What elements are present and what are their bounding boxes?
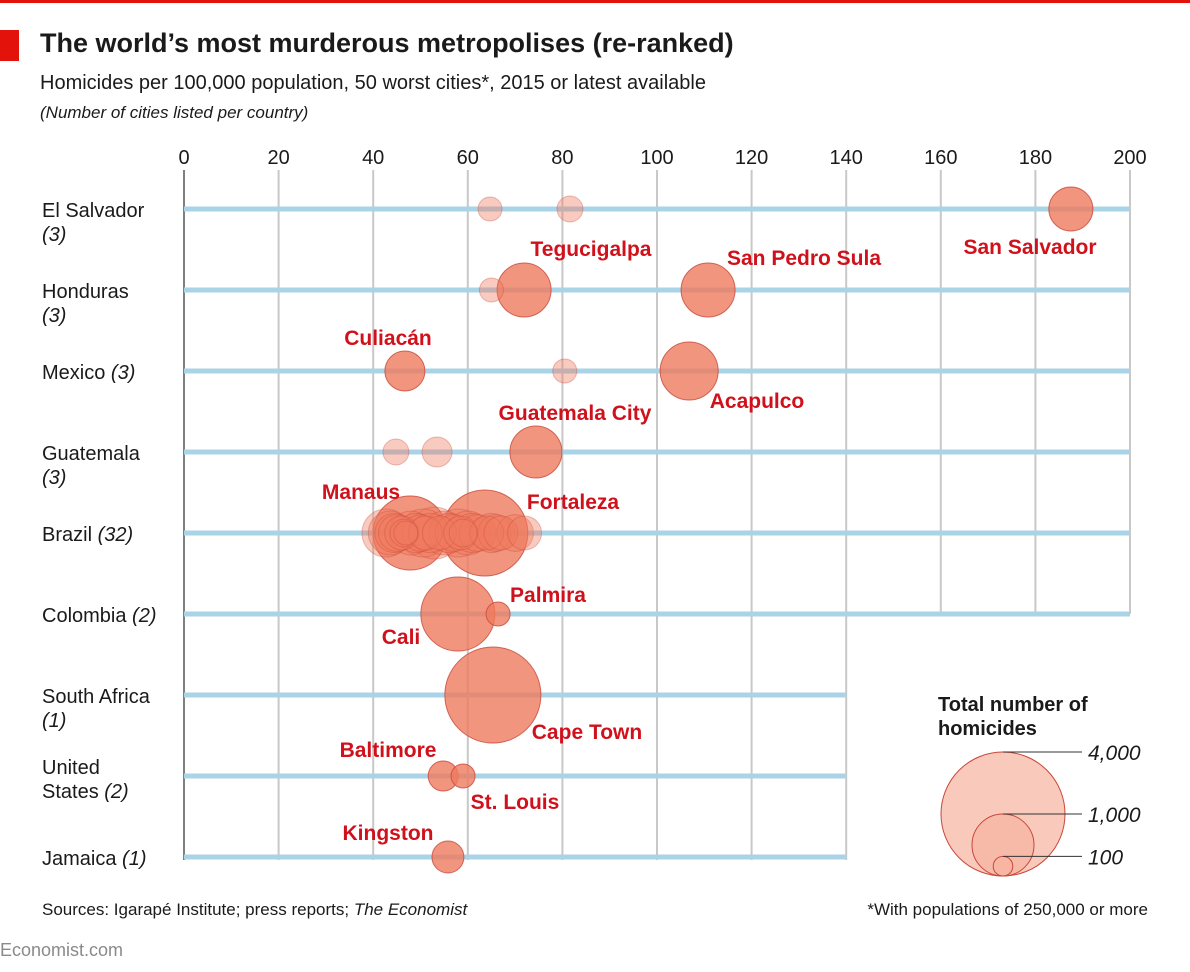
city-bubble [395, 512, 436, 554]
city-label: San Salvador [963, 236, 1096, 259]
city-bubble [384, 515, 420, 551]
footnote: *With populations of 250,000 or more [867, 900, 1148, 919]
city-bubble [398, 508, 448, 558]
city-label: Tegucigalpa [531, 238, 652, 261]
x-tick-label: 160 [924, 147, 957, 169]
city-bubble [407, 515, 443, 551]
city-label: Kingston [343, 822, 434, 845]
city-bubble [408, 506, 462, 560]
row-label-brazil: Brazil (32) [42, 524, 133, 546]
city-bubble [471, 512, 512, 554]
city-label: Guatemala City [499, 402, 652, 425]
x-tick-label: 180 [1019, 147, 1052, 169]
legend-title: Total number of homicides [938, 694, 1088, 740]
city-bubble [393, 520, 419, 546]
city-bubble [388, 510, 434, 556]
row-label-mexico: Mexico (3) [42, 362, 135, 384]
city-bubble [420, 576, 496, 652]
city-bubble [382, 438, 410, 466]
city-bubble [496, 262, 552, 318]
city-bubble [483, 515, 519, 551]
brand-logo: Economist.com [0, 940, 124, 960]
city-bubble [478, 277, 504, 303]
x-tick-label: 80 [551, 147, 573, 169]
chart-title: The world’s most murderous metropolises … [40, 28, 734, 58]
city-label: Culiacán [344, 327, 432, 350]
x-tick-label: 60 [457, 147, 479, 169]
sources-text: Sources: Igarapé Institute; press report… [42, 900, 354, 919]
x-tick-label: 40 [362, 147, 384, 169]
city-bubble [452, 512, 493, 554]
legend-label: 4,000 [1088, 742, 1141, 765]
city-bubble [389, 518, 419, 548]
chart-note: (Number of cities listed per country) [40, 103, 309, 122]
row-label-colombia: Colombia (2) [42, 605, 157, 627]
city-bubble [509, 425, 563, 479]
chart-subtitle: Homicides per 100,000 population, 50 wor… [40, 72, 706, 94]
row-label-honduras: Honduras (3) [42, 281, 129, 327]
city-bubble [477, 196, 503, 222]
row-label-south-africa: South Africa (1) [42, 686, 151, 732]
city-bubble [401, 514, 440, 552]
row-label-guatemala: Guatemala (3) [42, 443, 141, 489]
city-bubble [421, 436, 453, 468]
accent-block [0, 30, 19, 61]
city-bubble [496, 514, 534, 552]
x-tick-label: 100 [640, 147, 673, 169]
city-bubble [1048, 186, 1094, 232]
city-bubble [659, 341, 719, 401]
x-tick-label: 120 [735, 147, 768, 169]
city-label: San Pedro Sula [727, 247, 881, 270]
sources: Sources: Igarapé Institute; press report… [42, 900, 467, 920]
city-bubble [367, 510, 413, 556]
city-bubble [552, 358, 578, 384]
city-bubble [450, 763, 476, 789]
city-label: Manaus [322, 481, 400, 504]
city-bubble [445, 510, 491, 556]
city-bubble [443, 515, 479, 551]
city-bubble [469, 515, 505, 551]
x-tick-label: 0 [178, 147, 189, 169]
city-bubble [374, 512, 415, 554]
legend-bubble [992, 855, 1014, 877]
city-bubble [421, 510, 467, 556]
sources-italic: The Economist [353, 900, 468, 919]
x-tick-label: 200 [1113, 147, 1146, 169]
city-label: Palmira [510, 584, 586, 607]
city-bubble [372, 495, 448, 571]
city-label: St. Louis [471, 791, 560, 814]
city-bubble [409, 512, 451, 554]
city-bubble [428, 512, 469, 554]
city-bubble [477, 514, 516, 552]
x-tick-label: 140 [830, 147, 863, 169]
city-bubble [431, 840, 465, 874]
city-bubble [434, 514, 473, 552]
row-label-united-states: United States (2) [42, 757, 129, 803]
city-bubble [433, 508, 483, 558]
city-label: Baltimore [340, 739, 437, 762]
city-label: Cape Town [532, 721, 642, 744]
legend-label: 100 [1088, 846, 1123, 869]
city-bubble [485, 601, 511, 627]
legend-label: 1,000 [1088, 804, 1141, 827]
city-bubble [556, 195, 584, 223]
city-bubble [361, 508, 411, 558]
city-bubble [448, 518, 478, 548]
city-label: Acapulco [710, 390, 805, 413]
city-label: Cali [382, 626, 421, 649]
city-bubble [378, 514, 416, 552]
x-tick-label: 20 [267, 147, 289, 169]
row-label-jamaica: Jamaica (1) [42, 848, 146, 870]
city-bubble [421, 515, 457, 551]
city-bubble [507, 515, 543, 551]
city-bubble [458, 514, 497, 552]
row-label-el-salvador: El Salvador (3) [42, 200, 145, 246]
top-rule [0, 0, 1190, 3]
city-label: Fortaleza [527, 491, 620, 514]
city-bubble [680, 262, 736, 318]
city-bubble [384, 350, 426, 392]
city-bubble [444, 646, 542, 744]
